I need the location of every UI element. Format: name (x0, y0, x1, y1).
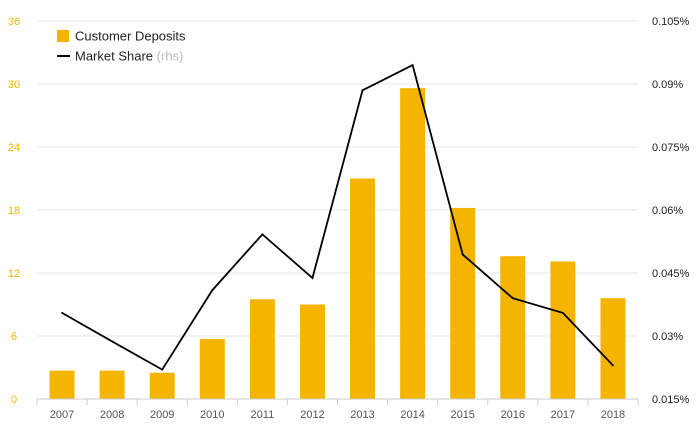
line-series (61, 63, 614, 371)
y-right-tick-label: 0.03% (652, 331, 683, 343)
bar (600, 298, 626, 399)
x-tick-label: 2018 (601, 409, 625, 421)
line-point (361, 89, 364, 92)
x-tick-label: 2014 (400, 409, 424, 421)
x-tick-label: 2007 (50, 409, 74, 421)
line-point (511, 297, 514, 300)
line-point (261, 233, 264, 236)
y-right-tick-label: 0.045% (652, 268, 690, 280)
bar-series (49, 88, 626, 399)
y-left-tick-label: 36 (8, 16, 20, 28)
bar (550, 261, 576, 399)
y-right-tick-label: 0.075% (652, 142, 690, 154)
y-right-tick-label: 0.015% (652, 394, 690, 406)
axes: 0 6 12 18 24 30 36 0.015% 0.03% 0.045% 0.06% 0.075%… (8, 16, 690, 421)
x-tick-label: 2016 (501, 409, 525, 421)
bar (450, 207, 476, 399)
x-tick-label: 2009 (150, 409, 174, 421)
line-point (61, 312, 63, 314)
x-tick-label: 2013 (350, 409, 374, 421)
bar (249, 299, 275, 399)
y-left-tick-label: 18 (8, 205, 20, 217)
line-point (161, 368, 164, 371)
y-right-tick-label: 0.09% (652, 79, 683, 91)
y-left-tick-label: 6 (11, 331, 17, 343)
x-tick-label: 2010 (200, 409, 224, 421)
x-tick-label: 2017 (551, 409, 575, 421)
bar (299, 304, 325, 399)
y-left-tick-label: 0 (11, 394, 17, 406)
y-left-tick-label: 30 (8, 79, 20, 91)
line-point (111, 340, 114, 343)
line-point (561, 312, 564, 314)
bar (99, 370, 125, 399)
y-left-tick-label: 24 (8, 142, 20, 154)
bar (49, 370, 75, 399)
line-point (211, 289, 214, 292)
y-right-tick-label: 0.06% (652, 205, 683, 217)
legend-swatch-deposits (57, 30, 69, 42)
line-point (461, 253, 464, 256)
line-point (612, 364, 614, 367)
bar (500, 256, 526, 399)
legend: Customer Deposits Market Share (rhs) (57, 29, 186, 64)
bar (199, 339, 225, 399)
y-left-tick-label: 12 (8, 268, 20, 280)
x-tick-label: 2012 (300, 409, 324, 421)
y-right-tick-label: 0.105% (652, 16, 690, 28)
x-tick-label: 2011 (251, 409, 275, 421)
market-share-line (61, 63, 614, 371)
x-tick-label: 2015 (450, 409, 474, 421)
bar (149, 372, 175, 399)
legend-label: Customer Deposits (75, 29, 186, 44)
legend-label: Market Share (rhs) (75, 49, 183, 64)
legend-note: (rhs) (153, 49, 183, 64)
bar (350, 178, 376, 399)
x-tick-label: 2008 (100, 409, 124, 421)
bar (400, 88, 426, 399)
line-point (311, 277, 314, 279)
line-point (411, 64, 414, 66)
gridlines (37, 20, 638, 337)
